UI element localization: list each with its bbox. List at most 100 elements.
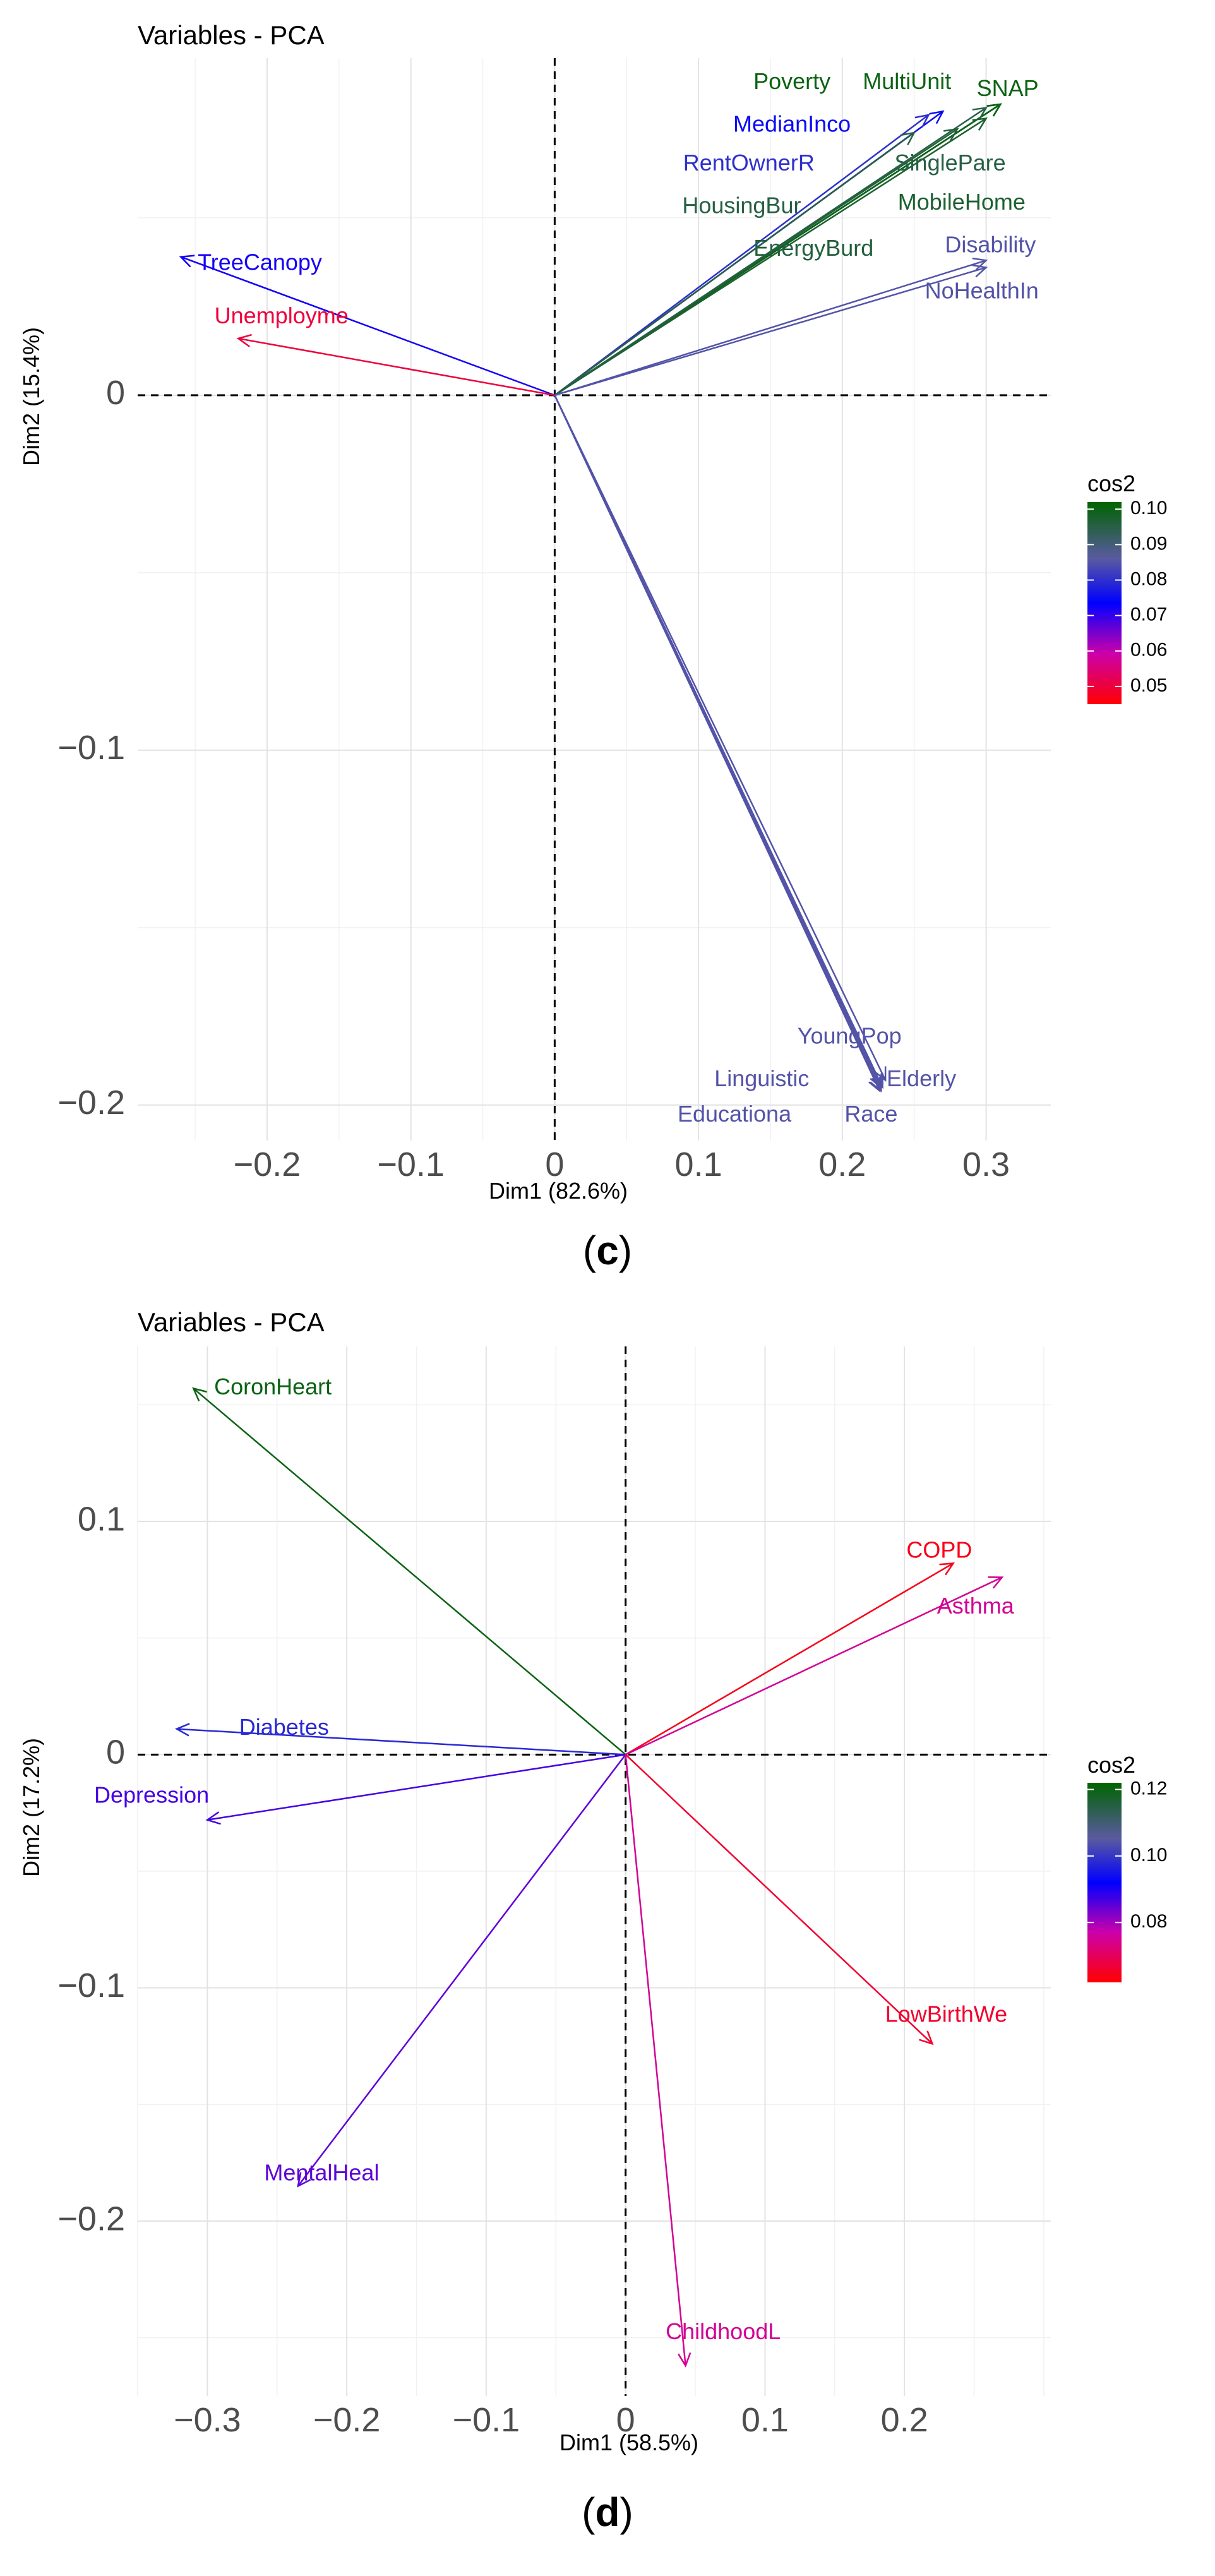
y-axis-label: Dim2 (15.4%) <box>18 327 44 466</box>
legend-tick-label: 0.07 <box>1130 604 1167 625</box>
x-axis-label: Dim1 (58.5%) <box>560 2429 698 2455</box>
x-tick-labels: −0.3 −0.2 −0.1 0 0.1 0.2 <box>174 2401 928 2439</box>
x-tick-label: 0.3 <box>962 1146 1010 1183</box>
label-Diabetes: Diabetes <box>239 1714 329 1740</box>
arrow-shaft <box>554 128 958 396</box>
x-tick-label: 0 <box>616 2401 635 2439</box>
y-tick-labels: −0.2 −0.1 0 0.1 <box>57 1500 125 2238</box>
legend-tick-label: 0.05 <box>1130 675 1167 696</box>
label-Educationa: Educationa <box>678 1101 792 1127</box>
arrow-shaft <box>554 132 915 396</box>
arrow-shaft <box>554 117 987 396</box>
arrow-head <box>900 131 916 146</box>
caption-letter: d <box>595 2489 619 2535</box>
arrow-shaft <box>176 1728 626 1756</box>
label-MobileHome: MobileHome <box>898 189 1026 215</box>
caption-close: ) <box>619 1228 632 1273</box>
label-CoronHeart: CoronHeart <box>214 1374 332 1399</box>
x-tick-label: −0.2 <box>234 1146 301 1183</box>
label-YoungPop: YoungPop <box>798 1023 902 1049</box>
x-tick-label: −0.1 <box>453 2401 520 2439</box>
legend-ticks: 0.05 0.06 0.07 0.08 0.09 0.10 <box>1087 498 1167 696</box>
arrow-head <box>297 2172 311 2188</box>
legend-title: cos2 <box>1087 1752 1135 1778</box>
arrow-shaft <box>297 1754 626 2187</box>
label-Poverty: Poverty <box>753 68 830 94</box>
x-tick-label: 0 <box>545 1146 564 1183</box>
arrow-Asthma <box>625 1576 1004 1756</box>
x-tick-label: −0.3 <box>174 2401 241 2439</box>
arrow-head <box>236 333 252 347</box>
plot-title: Variables - PCA <box>138 20 325 50</box>
x-tick-labels: −0.2 −0.1 0 0.1 0.2 0.3 <box>234 1146 1010 1183</box>
label-MultiUnit: MultiUnit <box>863 68 951 94</box>
y-tick-labels: −0.2 −0.1 0 <box>57 374 125 1122</box>
y-tick-label: −0.2 <box>57 2200 125 2238</box>
grid-minor <box>138 58 1051 1141</box>
x-tick-label: 0.1 <box>675 1146 722 1183</box>
zero-lines <box>138 58 1051 1141</box>
legend-tick-label: 0.12 <box>1130 1778 1167 1799</box>
label-MedianInco: MedianInco <box>733 111 851 136</box>
arrow-head <box>874 1066 887 1082</box>
cos2-legend: cos2 0.05 0.06 0.07 0.08 0.09 0.10 <box>1087 470 1167 704</box>
label-MentalHeal: MentalHeal <box>264 2160 379 2186</box>
arrow-head <box>870 1077 882 1093</box>
arrow-head <box>929 110 945 124</box>
label-SinglePare: SinglePare <box>895 150 1006 176</box>
arrow-head <box>939 1562 955 1576</box>
y-axis-label: Dim2 (17.2%) <box>18 1738 44 1877</box>
legend-tick-label: 0.08 <box>1130 1911 1167 1932</box>
arrow-TreeCanopy <box>179 255 555 397</box>
arrow-Race <box>554 395 882 1093</box>
legend-colorbar <box>1087 502 1122 704</box>
arrow-shaft <box>554 114 930 396</box>
label-TreeCanopy: TreeCanopy <box>198 249 322 275</box>
arrow-MentalHeal <box>297 1754 626 2188</box>
label-EnergyBurd: EnergyBurd <box>753 235 873 261</box>
label-RentOwnerR: RentOwnerR <box>683 150 815 176</box>
arrow-head <box>972 117 988 131</box>
arrow-head <box>918 2030 934 2046</box>
panel-caption: (c) <box>583 1228 632 1273</box>
y-tick-label: −0.2 <box>57 1084 125 1122</box>
label-ChildhoodL: ChildhoodL <box>666 2318 781 2344</box>
arrow-LowBirthWe <box>625 1754 934 2046</box>
legend-tick-label: 0.08 <box>1130 568 1167 589</box>
arrow-RentOwnerR <box>554 114 930 396</box>
variable-arrows <box>179 103 1002 1093</box>
arrow-shaft <box>180 256 555 397</box>
arrow-head <box>986 103 1002 117</box>
label-Depression: Depression <box>94 1782 209 1807</box>
arrow-CoronHeart <box>192 1387 626 1756</box>
legend-ticks: 0.08 0.10 0.12 <box>1087 1778 1167 1932</box>
grid-minor <box>137 1346 1051 2396</box>
arrow-Unemployme <box>236 333 555 397</box>
x-axis-label: Dim1 (82.6%) <box>489 1178 628 1204</box>
arrow-ChildhoodL <box>625 1754 691 2368</box>
y-tick-label: 0.1 <box>78 1500 125 1538</box>
plot-title: Variables - PCA <box>138 1307 325 1337</box>
arrow-shaft <box>554 260 986 397</box>
caption-letter: c <box>596 1228 619 1273</box>
arrow-head <box>868 1077 881 1093</box>
arrow-shaft <box>625 1576 1003 1756</box>
arrow-Depression <box>205 1754 626 1825</box>
arrow-head <box>914 114 930 128</box>
label-Linguistic: Linguistic <box>714 1065 809 1091</box>
x-tick-label: 0.2 <box>881 2401 928 2439</box>
arrow-head <box>972 264 988 278</box>
arrow-head <box>192 1387 207 1402</box>
variable-labels: TreeCanopy Unemployme Poverty MultiUnit SNAP… <box>198 68 1039 1127</box>
arrow-MobileHome <box>554 117 988 396</box>
legend-title: cos2 <box>1087 470 1135 496</box>
pca-plot-c: Variables - PCA TreeCanopy Unemployme Pove… <box>18 20 1167 1273</box>
legend-tick-label: 0.06 <box>1130 640 1167 661</box>
arrow-YoungPop <box>554 395 887 1082</box>
x-tick-label: 0.1 <box>741 2401 789 2439</box>
caption-close: ) <box>620 2489 633 2535</box>
y-tick-label: 0 <box>106 374 125 412</box>
label-NoHealthIn: NoHealthIn <box>925 277 1039 303</box>
panel-caption: (d) <box>582 2489 633 2535</box>
